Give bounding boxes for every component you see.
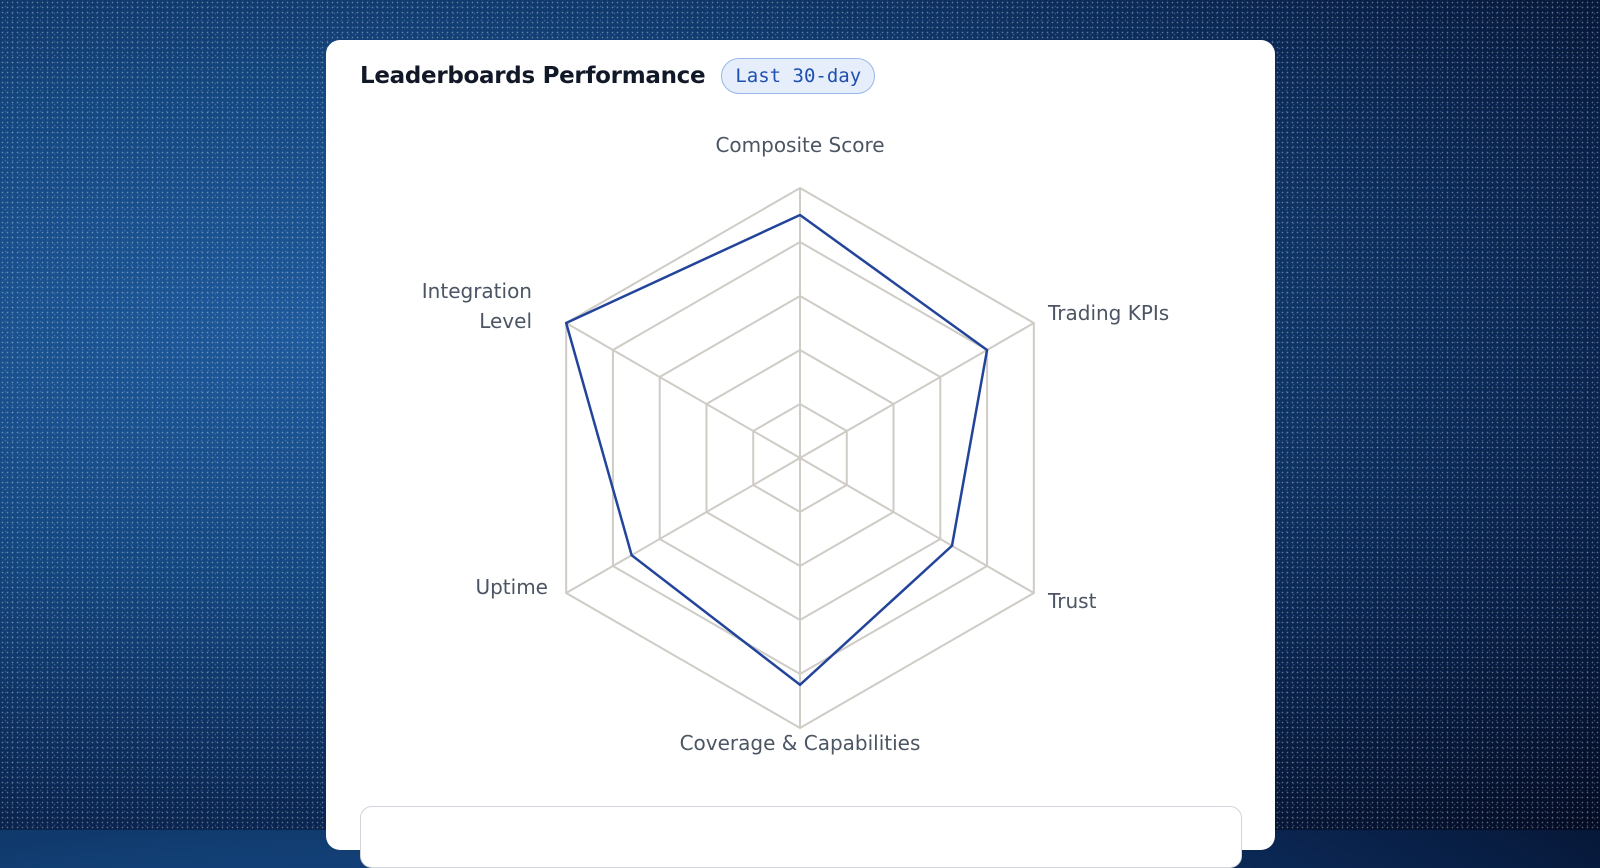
axis-label-line: Uptime: [475, 575, 548, 599]
axis-label-line: Trust: [1047, 589, 1097, 613]
grid-spoke: [799, 457, 1035, 594]
axis-label: Integration Level: [422, 279, 532, 333]
grid-spoke: [799, 322, 1035, 459]
series-line: [564, 213, 989, 687]
card-header: Leaderboards Performance Last 30-day: [360, 58, 876, 94]
axis-label: Coverage & Capabilities: [680, 731, 921, 755]
grid-spoke: [565, 322, 801, 459]
details-panel: [360, 806, 1242, 868]
grid-spoke: [565, 457, 801, 594]
period-badge: Last 30-day: [721, 58, 876, 94]
axis-label-line: Level: [479, 309, 532, 333]
radar-grid: [565, 186, 1035, 730]
axis-label: Composite Score: [715, 133, 884, 157]
leaderboards-card: Leaderboards Performance Last 30-day Com…: [326, 40, 1275, 868]
axis-label-line: Trading KPIs: [1047, 301, 1169, 325]
card-title: Leaderboards Performance: [360, 63, 706, 89]
axis-label: Uptime: [475, 575, 548, 599]
radar-series: [564, 213, 989, 687]
radar-axis-labels: Composite Score Trading KPIs Trust Coverage…: [422, 133, 1169, 755]
axis-label-line: Composite Score: [715, 133, 884, 157]
axis-label-line: Coverage & Capabilities: [680, 731, 921, 755]
axis-label: Trading KPIs: [1047, 301, 1169, 325]
axis-label: Trust: [1047, 589, 1097, 613]
radar-chart: Composite Score Trading KPIs Trust Coverage…: [422, 133, 1169, 755]
axis-label-line: Integration: [422, 279, 532, 303]
